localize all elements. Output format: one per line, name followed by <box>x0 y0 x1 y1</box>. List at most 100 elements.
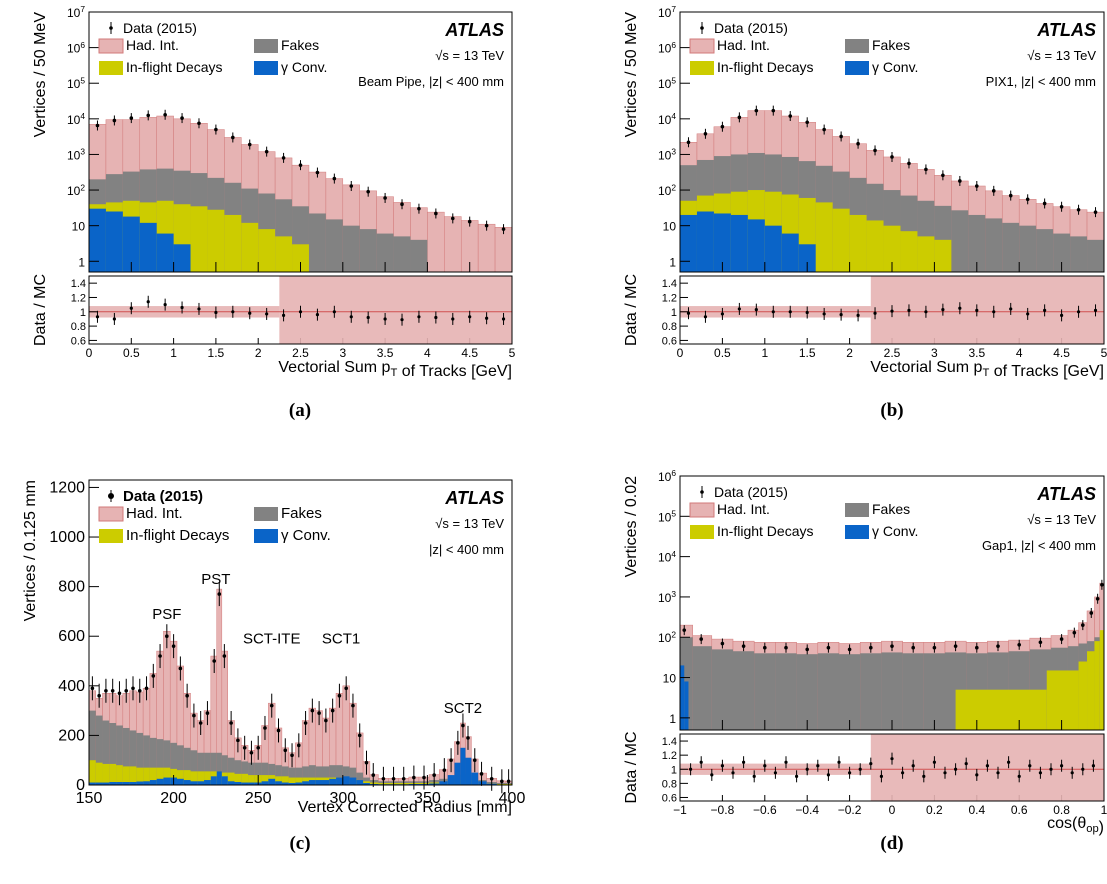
y-tick-label: 104 <box>658 549 676 565</box>
data-point <box>317 711 321 715</box>
x-axis-label: Vectorial Sum pT of Tracks [GeV] <box>870 359 1104 380</box>
ratio-point <box>1060 764 1064 768</box>
fakes-bar <box>216 752 222 785</box>
conv-bar <box>308 780 316 785</box>
ratio-point <box>485 316 489 320</box>
legend-inflight-swatch <box>99 529 123 543</box>
x-tick-label: 0.2 <box>926 803 943 817</box>
fakes-bar <box>951 210 969 272</box>
data-point <box>205 711 210 715</box>
data-point <box>484 223 489 228</box>
fakes-bar <box>241 761 249 785</box>
inflight-bar <box>917 236 935 272</box>
data-point <box>371 773 376 777</box>
region-label: |z| < 400 mm <box>429 542 504 557</box>
fakes-bar <box>261 762 269 785</box>
ratio-point <box>298 310 303 314</box>
data-point <box>434 211 438 216</box>
conv-bar <box>248 782 255 785</box>
ratio-point <box>1017 774 1021 778</box>
y-tick-label: 10 <box>663 672 677 686</box>
ratio-y-tick-label: 1 <box>671 764 677 776</box>
data-point <box>890 644 894 648</box>
fakes-bar <box>329 765 337 785</box>
inflight-bar <box>176 770 184 785</box>
legend-data-dot <box>108 493 114 499</box>
data-point <box>788 114 793 118</box>
data-point <box>771 108 776 113</box>
inflight-bar <box>248 775 255 785</box>
inflight-bar <box>849 214 867 272</box>
ratio-y-tick-label: 1.2 <box>71 292 86 304</box>
ratio-point <box>731 771 735 775</box>
data-point <box>1038 640 1043 645</box>
data-point <box>383 196 387 200</box>
fakes-bar <box>796 654 818 730</box>
inflight-bar <box>190 771 198 785</box>
y-tick-label: 105 <box>67 75 85 91</box>
inflight-bar <box>275 236 293 272</box>
data-point <box>131 686 135 691</box>
inflight-bar <box>149 767 157 785</box>
data-point <box>214 127 218 132</box>
ratio-point <box>752 774 756 778</box>
fakes-bar <box>302 766 309 785</box>
ratio-point <box>1007 760 1011 764</box>
y-tick-label: 106 <box>658 468 676 484</box>
data-point <box>90 686 95 691</box>
data-point <box>104 688 108 693</box>
legend-conv-label: γ Conv. <box>872 59 918 75</box>
x-tick-label: 2.5 <box>884 346 901 360</box>
fakes-bar <box>129 730 137 785</box>
inflight-bar <box>116 765 123 785</box>
ratio-y-axis-label: Data / MC <box>623 731 640 803</box>
panel-c: 150 200 250 300 350 400 Vertices / 0.125 mm Dat… <box>22 479 525 807</box>
fakes-bar <box>190 750 198 785</box>
ratio-y-tick-label: 0.8 <box>662 321 677 333</box>
fakes-bar <box>102 720 110 785</box>
y-axis-label: Vertices / 50 MeV <box>623 12 640 138</box>
x-tick-label: 0.4 <box>968 803 985 817</box>
fakes-bar <box>1002 222 1020 272</box>
inflight-bar <box>261 775 269 785</box>
ratio-point <box>1081 767 1085 771</box>
data-point <box>856 141 860 146</box>
ratio-point <box>231 310 235 314</box>
y-tick-label: 0 <box>76 777 85 794</box>
fakes-bar <box>204 752 211 785</box>
data-point <box>124 688 129 693</box>
ratio-point <box>699 760 703 764</box>
data-point <box>501 227 506 231</box>
ratio-point <box>332 310 336 314</box>
legend-inflight-label: In-flight Decays <box>126 527 229 544</box>
y-tick-label: 1 <box>78 255 85 269</box>
inflight-bar <box>190 206 208 272</box>
fakes-bar <box>288 767 296 785</box>
inflight-bar <box>866 220 884 272</box>
peak-annotation: SCT-ITE <box>243 631 301 648</box>
conv-bar <box>781 233 799 272</box>
inflight-bar <box>143 767 150 785</box>
legend-had-label: Had. Int. <box>717 37 770 53</box>
data-point <box>720 641 725 646</box>
legend-fakes-swatch <box>254 507 278 521</box>
fakes-bar <box>923 653 945 730</box>
data-point <box>185 693 189 698</box>
region-label: Beam Pipe, |z| < 400 mm <box>358 74 504 89</box>
data-point <box>1025 197 1030 202</box>
inflight-bar <box>1099 630 1104 730</box>
peak-annotation: SCT2 <box>444 700 482 717</box>
data-point <box>467 219 472 224</box>
legend-fakes-swatch <box>845 503 869 517</box>
inflight-bar <box>129 766 137 785</box>
legend-conv-swatch <box>254 529 278 543</box>
conv-bar <box>197 781 205 785</box>
data-point <box>401 777 406 781</box>
fakes-bar <box>295 767 303 785</box>
data-point <box>822 127 826 132</box>
ratio-frame <box>679 275 1105 345</box>
x-tick-label: 0.5 <box>714 346 731 360</box>
data-point <box>217 592 222 596</box>
data-point <box>1008 193 1013 198</box>
ratio-point <box>805 767 809 771</box>
